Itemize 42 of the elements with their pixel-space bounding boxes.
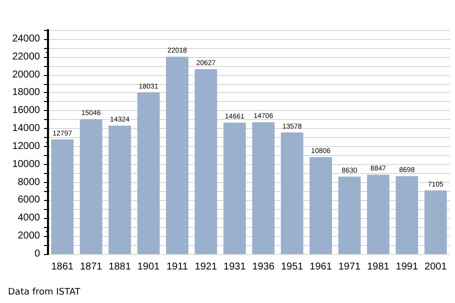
bar — [108, 126, 131, 254]
bar — [80, 119, 102, 254]
y-tick-label: 10000 — [12, 158, 40, 170]
y-tick-label: 2000 — [18, 230, 40, 242]
y-tick-label: 12000 — [12, 140, 40, 152]
bar — [310, 157, 332, 254]
bar — [137, 92, 160, 254]
y-tick-label: 22000 — [12, 51, 40, 62]
x-tick-label: 1901 — [137, 262, 160, 272]
x-tick-label: 1951 — [280, 262, 304, 272]
x-tick-label: 1991 — [396, 262, 418, 272]
y-tick-label: 14000 — [12, 123, 40, 134]
bar — [280, 132, 304, 254]
y-tick-label: 16000 — [12, 105, 40, 116]
y-tick-label: 4000 — [18, 212, 40, 224]
bar — [367, 174, 390, 254]
x-tick-label: 2001 — [424, 262, 448, 272]
x-tick-label: 1981 — [367, 262, 390, 272]
y-tick-label: 6000 — [18, 194, 40, 206]
y-tick-label: 18000 — [12, 87, 40, 98]
bar — [424, 190, 447, 254]
text: Data from ISTAT — [8, 288, 81, 298]
bar — [223, 122, 246, 254]
bar — [396, 176, 418, 254]
bar — [51, 139, 74, 254]
y-tick-label: 24000 — [12, 33, 40, 44]
bar — [166, 56, 188, 254]
x-tick-label: 1861 — [51, 262, 74, 272]
x-tick-label: 1921 — [194, 262, 218, 272]
x-tick-label: 1936 — [252, 262, 275, 272]
y-tick-label: 8000 — [18, 176, 40, 188]
x-tick-label: 1911 — [166, 262, 188, 272]
bar — [194, 69, 218, 254]
y-tick-label: 20000 — [12, 69, 40, 80]
x-tick-label: 1871 — [80, 262, 103, 272]
x-tick-label: 1931 — [224, 262, 246, 272]
bar — [338, 176, 361, 254]
x-tick-label: 1961 — [310, 262, 332, 272]
bar — [252, 122, 275, 254]
y-tick-label: 0 — [34, 248, 40, 260]
x-tick-label: 1881 — [108, 262, 132, 272]
x-tick-label: 1971 — [338, 262, 362, 272]
